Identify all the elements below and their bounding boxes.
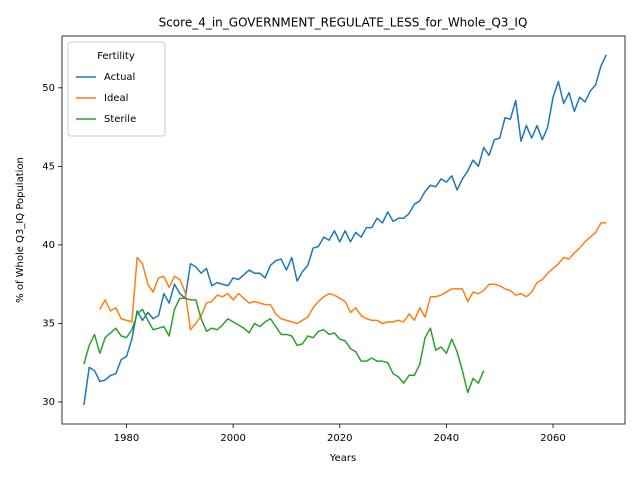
series-line: [99, 222, 607, 331]
x-tick-label: 2040: [434, 433, 459, 444]
legend-label: Ideal: [104, 93, 128, 104]
x-axis-label: Years: [329, 453, 356, 464]
legend-box: [67, 41, 166, 137]
series-line: [83, 297, 485, 394]
legend-label: Sterile: [104, 114, 136, 125]
y-tick-label: 45: [42, 161, 55, 172]
legend-label: Actual: [104, 72, 135, 83]
series-line: [83, 54, 608, 406]
x-tick-label: 2020: [327, 433, 352, 444]
y-axis-label: % of Whole Q3_IQ Population: [15, 157, 26, 303]
legend-title: Fertility: [97, 51, 135, 62]
plot-frame: [61, 35, 626, 425]
x-tick-label: 1980: [114, 433, 139, 444]
y-tick-label: 50: [42, 83, 55, 94]
y-tick-label: 40: [42, 240, 55, 251]
y-tick-label: 35: [42, 318, 55, 329]
chart-title: Score_4_in_GOVERNMENT_REGULATE_LESS_for_…: [159, 16, 528, 30]
x-tick-label: 2000: [220, 433, 245, 444]
y-tick-label: 30: [42, 397, 55, 408]
x-tick-label: 2060: [540, 433, 565, 444]
